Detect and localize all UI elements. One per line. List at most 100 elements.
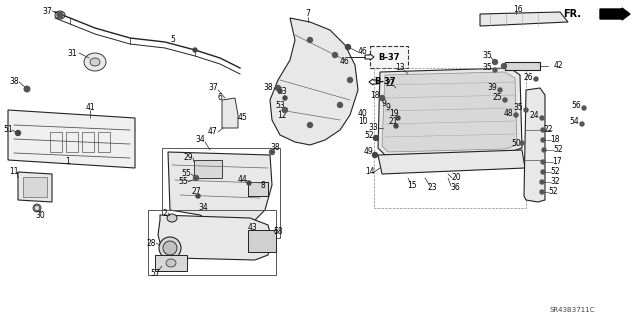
Bar (505, 62, 540, 70)
Text: 52: 52 (553, 145, 563, 154)
Text: 58: 58 (273, 226, 283, 235)
Circle shape (247, 181, 251, 185)
Circle shape (540, 180, 544, 184)
Text: 40: 40 (357, 108, 367, 117)
Circle shape (394, 124, 398, 128)
Text: 39: 39 (487, 84, 497, 93)
Text: 49: 49 (363, 147, 373, 157)
Text: 36: 36 (450, 183, 460, 192)
Circle shape (307, 122, 312, 128)
Ellipse shape (166, 259, 176, 267)
Bar (162, 148, 280, 238)
Text: 9: 9 (381, 99, 387, 108)
Circle shape (346, 44, 351, 49)
Text: 43: 43 (247, 224, 257, 233)
Polygon shape (524, 88, 545, 202)
Circle shape (540, 116, 544, 120)
Text: 37: 37 (42, 6, 52, 16)
Text: 16: 16 (513, 5, 523, 14)
Circle shape (493, 60, 497, 64)
Text: 2: 2 (163, 209, 168, 218)
Text: 55: 55 (178, 177, 188, 187)
Text: 38: 38 (270, 144, 280, 152)
Bar (98, 132, 110, 152)
Circle shape (282, 108, 287, 113)
Circle shape (541, 138, 545, 142)
Text: 46: 46 (340, 57, 350, 66)
Text: 8: 8 (260, 182, 266, 190)
Text: 27: 27 (191, 187, 201, 196)
Text: 38: 38 (263, 84, 273, 93)
Text: 14: 14 (365, 167, 375, 176)
Text: 48: 48 (503, 108, 513, 117)
Text: 51: 51 (3, 125, 13, 135)
Polygon shape (480, 12, 568, 26)
Circle shape (502, 63, 506, 69)
Text: 44: 44 (238, 175, 248, 184)
Bar (248, 182, 268, 196)
Text: 7: 7 (305, 10, 310, 19)
Text: 22: 22 (385, 78, 395, 87)
Bar (148, 210, 276, 275)
Circle shape (372, 152, 378, 158)
Text: 10: 10 (358, 117, 368, 127)
Polygon shape (270, 18, 358, 145)
Circle shape (514, 113, 518, 117)
Circle shape (493, 68, 497, 72)
Text: 54: 54 (569, 117, 579, 127)
Circle shape (24, 86, 29, 92)
Polygon shape (8, 110, 135, 168)
Circle shape (193, 48, 197, 52)
Ellipse shape (159, 237, 181, 259)
Circle shape (193, 175, 198, 181)
Text: 29: 29 (183, 153, 193, 162)
Text: 11: 11 (9, 167, 19, 176)
Text: 41: 41 (85, 102, 95, 112)
Text: 34: 34 (198, 204, 208, 212)
Text: 32: 32 (550, 177, 560, 187)
Text: 38: 38 (9, 78, 19, 86)
Bar (374, 68, 526, 208)
Text: 31: 31 (67, 48, 77, 57)
Text: 21: 21 (388, 117, 397, 127)
Bar (66, 132, 78, 152)
Circle shape (34, 205, 40, 211)
Polygon shape (382, 72, 517, 152)
Text: 52: 52 (550, 167, 560, 176)
Circle shape (580, 122, 584, 126)
Circle shape (503, 98, 507, 102)
Ellipse shape (90, 58, 100, 66)
Circle shape (380, 95, 385, 100)
Text: 46: 46 (358, 48, 368, 56)
Circle shape (333, 53, 337, 57)
Circle shape (498, 88, 502, 92)
Circle shape (396, 116, 400, 120)
Text: 56: 56 (571, 101, 581, 110)
Text: 9: 9 (385, 103, 390, 113)
Text: 47: 47 (208, 128, 218, 137)
Text: 53: 53 (277, 87, 287, 97)
Text: 18: 18 (371, 91, 380, 100)
Text: 53: 53 (275, 101, 285, 110)
Text: 5: 5 (171, 35, 175, 44)
Text: 17: 17 (552, 158, 562, 167)
Circle shape (307, 38, 312, 42)
Circle shape (269, 150, 275, 154)
FancyArrow shape (365, 54, 374, 60)
Circle shape (541, 170, 545, 174)
Polygon shape (18, 172, 52, 202)
Circle shape (524, 108, 528, 112)
Text: 35: 35 (513, 103, 523, 113)
Circle shape (15, 130, 20, 136)
Bar (248, 230, 276, 252)
Text: 30: 30 (35, 211, 45, 219)
Circle shape (196, 194, 200, 198)
Text: 33: 33 (368, 123, 378, 132)
Circle shape (283, 96, 287, 100)
Circle shape (540, 190, 544, 194)
Text: B-37: B-37 (374, 78, 396, 86)
Text: 25: 25 (492, 93, 502, 102)
Polygon shape (222, 98, 238, 128)
Text: B-37: B-37 (378, 53, 400, 62)
Bar (82, 132, 94, 152)
